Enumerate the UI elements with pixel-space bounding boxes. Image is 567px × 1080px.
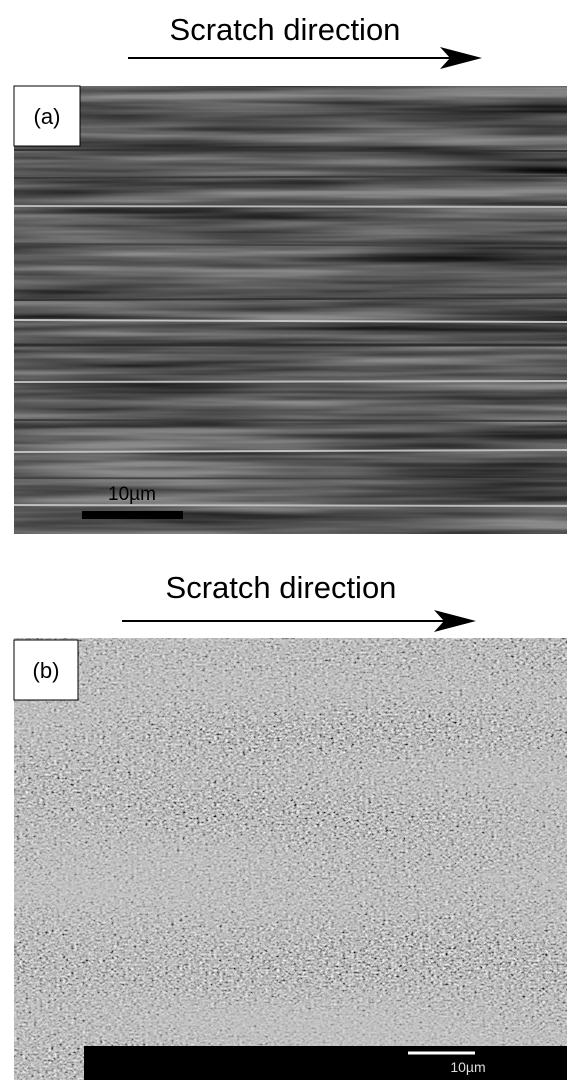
micrograph-a: (a) 10µm bbox=[14, 86, 567, 534]
panel-title: Scratch direction bbox=[170, 12, 401, 47]
panel-title: Scratch direction bbox=[166, 570, 397, 605]
scale-bar bbox=[82, 511, 183, 519]
scale-label: 10µm bbox=[108, 484, 156, 505]
image-texture bbox=[14, 86, 567, 534]
image-bands bbox=[14, 638, 567, 1080]
panel-label: (b) bbox=[33, 658, 60, 683]
micrograph-b: (b) 10µm bbox=[14, 638, 567, 1080]
scale-label: 10µm bbox=[450, 1059, 485, 1075]
info-bar bbox=[84, 1046, 567, 1080]
figure: Scratch direction (a) 10µm Scratch direc… bbox=[0, 0, 567, 1080]
panel-label: (a) bbox=[34, 104, 61, 129]
